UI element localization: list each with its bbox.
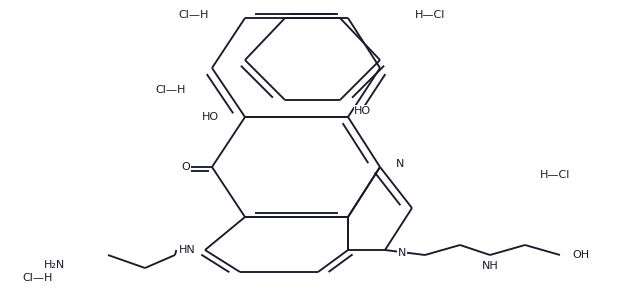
- Text: N: N: [397, 248, 406, 258]
- Text: HO: HO: [202, 112, 219, 122]
- Text: H—Cl: H—Cl: [540, 170, 570, 180]
- Text: Cl—H: Cl—H: [178, 10, 208, 20]
- Text: OH: OH: [573, 250, 590, 260]
- Text: Cl—H: Cl—H: [155, 85, 185, 95]
- Text: HO: HO: [354, 106, 371, 116]
- Text: H₂N: H₂N: [44, 260, 65, 270]
- Text: HN: HN: [179, 245, 196, 255]
- Text: N: N: [396, 159, 404, 169]
- Text: O: O: [182, 162, 190, 172]
- Text: NH: NH: [482, 261, 498, 271]
- Text: Cl—H: Cl—H: [22, 273, 52, 283]
- Text: H—Cl: H—Cl: [415, 10, 445, 20]
